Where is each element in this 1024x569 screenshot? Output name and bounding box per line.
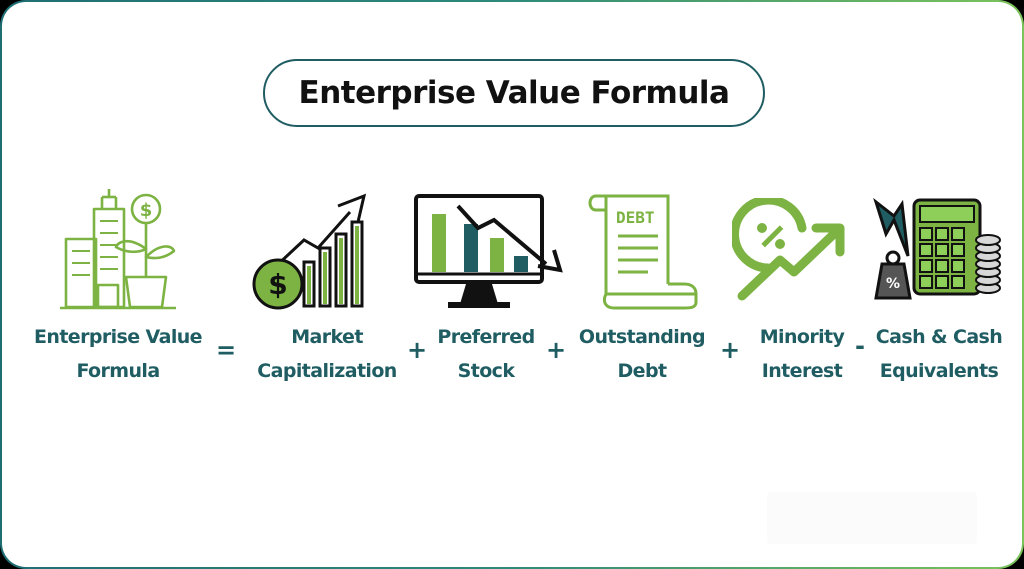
term-line2: Interest [761, 360, 843, 382]
term-enterprise-value: Enterprise Value Formula [16, 320, 220, 388]
term-line1: Enterprise Value [34, 326, 203, 348]
term-outstanding-debt: Outstanding Debt [570, 320, 714, 388]
debt-document-icon: DEBT [588, 194, 698, 310]
plus-operator: + [406, 336, 428, 364]
term-market-capitalization: Market Capitalization [244, 320, 410, 388]
term-line2: Debt [617, 360, 668, 382]
term-line2: Formula [76, 360, 160, 382]
equals-operator: = [215, 336, 237, 364]
term-preferred-stock: Preferred Stock [426, 320, 546, 388]
watermark-area [767, 492, 977, 544]
minus-operator: - [855, 332, 865, 360]
building-growth-icon: $ [60, 189, 176, 310]
term-line2: Equivalents [879, 360, 999, 382]
term-minority-interest: Minority Interest [746, 320, 858, 388]
percent-growth-icon [732, 198, 845, 301]
weight-label: % [886, 276, 900, 292]
term-line1: Minority [759, 326, 845, 348]
term-cash-equivalents: Cash & Cash Equivalents [864, 320, 1014, 388]
term-line1: Preferred [437, 326, 535, 348]
market-cap-icon: $ [252, 193, 367, 310]
plus-operator: + [545, 336, 567, 364]
calculator-cash-icon: % [873, 197, 1001, 300]
debt-label: DEBT [616, 208, 655, 227]
svg-text:$: $ [140, 200, 153, 221]
term-line1: Cash & Cash [875, 326, 1003, 348]
stock-monitor-icon [414, 194, 563, 308]
term-line1: Market [291, 326, 363, 348]
svg-text:$: $ [268, 268, 287, 301]
plus-operator: + [719, 336, 741, 364]
term-line2: Stock [457, 360, 515, 382]
term-line2: Capitalization [257, 360, 397, 382]
term-line1: Outstanding [578, 326, 706, 348]
page-title: Enterprise Value Formula [263, 59, 765, 127]
